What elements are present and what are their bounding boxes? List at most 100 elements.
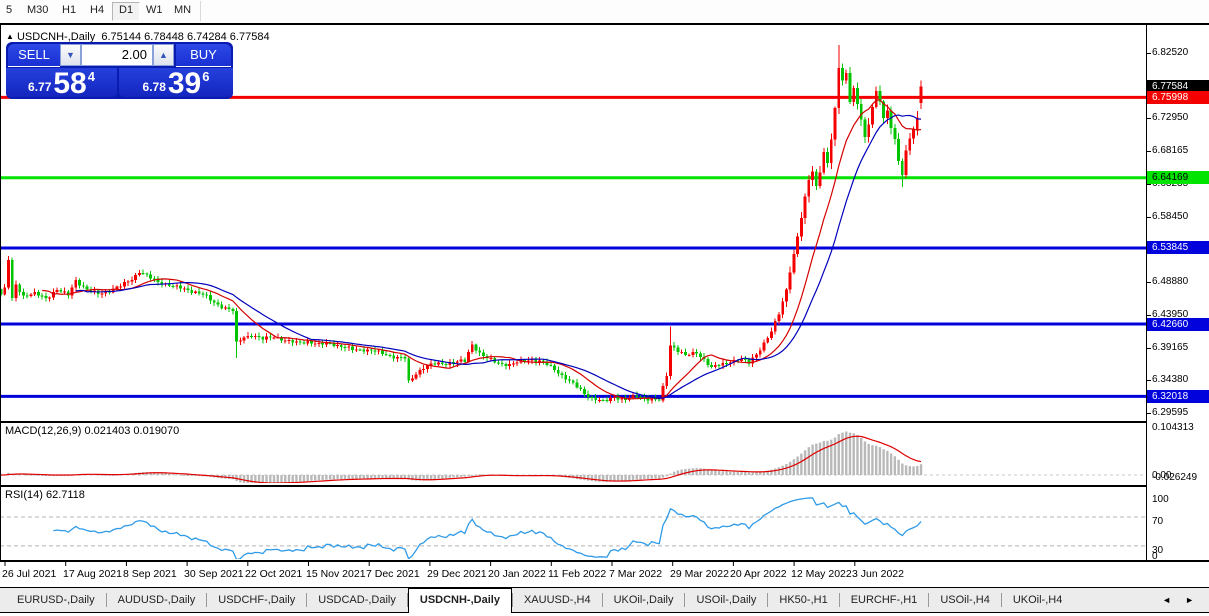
date-axis-label: 20 Apr 2022 <box>730 568 787 580</box>
chart-tab-eurchf-h1[interactable]: EURCHF-,H1 <box>850 594 918 606</box>
main-pane[interactable] <box>0 44 1146 404</box>
price-axis-tick <box>1146 348 1151 349</box>
timeframe-button-m30[interactable]: M30 <box>27 4 49 16</box>
chart-tab-bar: EURUSD-,Daily AUDUSD-,Daily USDCHF-,Daily U… <box>0 587 1209 613</box>
price-axis-tick <box>1146 151 1151 152</box>
price-axis-label: 6.43950 <box>1152 309 1189 320</box>
date-axis-separator <box>0 560 1209 562</box>
current-price-box: 6.77584 <box>1147 80 1209 93</box>
level-price-box: 6.53845 <box>1147 241 1209 254</box>
rsi-axis-label: 100 <box>1152 494 1169 505</box>
sell-price-pip: 4 <box>87 69 95 84</box>
ohlc-values: 6.75144 6.78448 6.74284 6.77584 <box>101 31 270 43</box>
sell-price-big: 58 <box>53 67 87 100</box>
level-price-box: 6.42660 <box>1147 318 1209 331</box>
rsi-axis-label: 30 <box>1152 545 1164 556</box>
timeframe-button-5[interactable]: 5 <box>6 4 13 16</box>
rsi-pane[interactable] <box>0 497 1146 560</box>
tab-separator <box>1000 593 1002 607</box>
date-axis-label: 8 Sep 2021 <box>123 568 177 580</box>
timeframe-button-mn[interactable]: MN <box>174 4 192 16</box>
rsi-indicator-label: RSI(14) 62.7118 <box>5 489 85 501</box>
timeframe-button-h4[interactable]: H4 <box>90 4 105 16</box>
timeframe-toolbar: 5 M30 H1 H4 D1 W1 MN <box>0 0 1209 22</box>
tab-separator <box>406 593 408 607</box>
chart-tab-xauusd-h4[interactable]: XAUUSD-,H4 <box>523 594 591 606</box>
scroll-right-arrow[interactable]: ► <box>1185 595 1194 605</box>
buy-price-pip: 6 <box>202 69 210 84</box>
symbol-period-label: USDCNH-,Daily <box>16 31 96 43</box>
date-ticks <box>4 562 856 566</box>
chart-tab-usoil-h4[interactable]: USOil-,H4 <box>940 594 990 606</box>
rsi-axis-label: 0 <box>1152 551 1158 562</box>
timeframe-button-w1[interactable]: W1 <box>146 4 163 16</box>
date-axis-label: 29 Mar 2022 <box>670 568 729 580</box>
toolbar-separator <box>200 1 201 21</box>
macd-axis-label: 0.00 <box>1152 470 1172 481</box>
tab-separator <box>684 593 686 607</box>
chart-tab-usdcnh-daily[interactable]: USDCNH-,Daily <box>407 588 512 613</box>
chart-tab-usdchf-daily[interactable]: USDCHF-,Daily <box>218 594 296 606</box>
tab-separator <box>767 593 769 607</box>
date-axis-label: 12 May 2022 <box>791 568 852 580</box>
chart-frame-left-border <box>0 25 1 561</box>
tab-separator <box>206 593 208 607</box>
buy-price-big: 39 <box>167 67 202 100</box>
one-click-trade-panel: SELL ▼ 2.00 ▲ BUY 6.77 58 4 6.78 39 6 <box>6 42 233 99</box>
chart-tab-hk50-h1[interactable]: HK50-,H1 <box>779 594 828 606</box>
price-axis-label: 6.72950 <box>1152 112 1189 123</box>
price-axis-line <box>1146 25 1147 561</box>
chart-tab-usdcad-daily[interactable]: USDCAD-,Daily <box>318 594 396 606</box>
collapse-icon[interactable]: ▲ <box>6 32 14 41</box>
macd-pane[interactable] <box>0 431 1146 484</box>
chart-frame-top-border <box>0 23 1209 25</box>
macd-axis-label: -0.026249 <box>1152 472 1198 483</box>
timeframe-button-d1[interactable]: D1 <box>112 2 141 21</box>
sell-price-prefix: 6.77 <box>28 80 52 94</box>
volume-increase-button[interactable]: ▲ <box>153 44 174 66</box>
buy-price-prefix: 6.78 <box>142 80 166 94</box>
price-axis-label: 6.82520 <box>1152 47 1189 58</box>
rsi-pane-separator[interactable] <box>0 485 1147 487</box>
date-axis-label: 30 Sep 2021 <box>184 568 244 580</box>
buy-button[interactable]: BUY <box>176 44 231 67</box>
sell-price-display[interactable]: 6.77 58 4 <box>6 67 117 100</box>
timeframe-button-h1[interactable]: H1 <box>62 4 77 16</box>
chart-tab-ukoil-h4[interactable]: UKOil-,H4 <box>1012 594 1063 606</box>
tab-separator <box>928 593 930 607</box>
indicator-line <box>0 435 922 483</box>
price-axis-label: 6.58450 <box>1152 211 1189 222</box>
price-axis-tick <box>1146 380 1151 381</box>
level-price-box: 6.75998 <box>1147 91 1209 104</box>
date-axis-label: 22 Oct 2021 <box>245 568 303 580</box>
date-axis-label: 7 Mar 2022 <box>609 568 663 580</box>
scroll-left-arrow[interactable]: ◄ <box>1162 595 1172 605</box>
indicator-line <box>75 114 922 399</box>
price-axis-tick <box>1146 217 1151 218</box>
volume-decrease-button[interactable]: ▼ <box>60 44 81 66</box>
rsi-axis-label: 70 <box>1152 516 1164 527</box>
buy-price-display[interactable]: 6.78 39 6 <box>119 67 233 100</box>
price-axis-tick <box>1146 184 1151 185</box>
level-price-box: 6.64169 <box>1147 171 1209 184</box>
date-axis-label: 20 Jan 2022 <box>488 568 546 580</box>
chart-tab-eurusd-daily[interactable]: EURUSD-,Daily <box>17 594 95 606</box>
tab-scroll-arrows: ◄ ► <box>1155 588 1201 612</box>
macd-pane-separator[interactable] <box>0 421 1147 423</box>
chart-tab-usoil-daily[interactable]: USOil-,Daily <box>696 594 757 606</box>
indicator-line <box>53 497 922 559</box>
chart-title: ▲ USDCNH-,Daily 6.75144 6.78448 6.74284 … <box>6 31 270 43</box>
chart-tab-audusd-daily[interactable]: AUDUSD-,Daily <box>117 594 196 606</box>
date-axis-label: 11 Feb 2022 <box>548 568 607 580</box>
date-axis-label: 29 Dec 2021 <box>427 568 487 580</box>
volume-input[interactable]: 2.00 <box>81 44 153 66</box>
sell-button[interactable]: SELL <box>8 44 60 67</box>
date-axis-label: 17 Aug 2021 <box>63 568 122 580</box>
tab-separator <box>601 593 603 607</box>
price-axis-label: 6.48880 <box>1152 276 1189 287</box>
chart-tab-ukoil-daily[interactable]: UKOil-,Daily <box>613 594 674 606</box>
price-axis-tick <box>1146 315 1151 316</box>
tab-separator <box>306 593 308 607</box>
